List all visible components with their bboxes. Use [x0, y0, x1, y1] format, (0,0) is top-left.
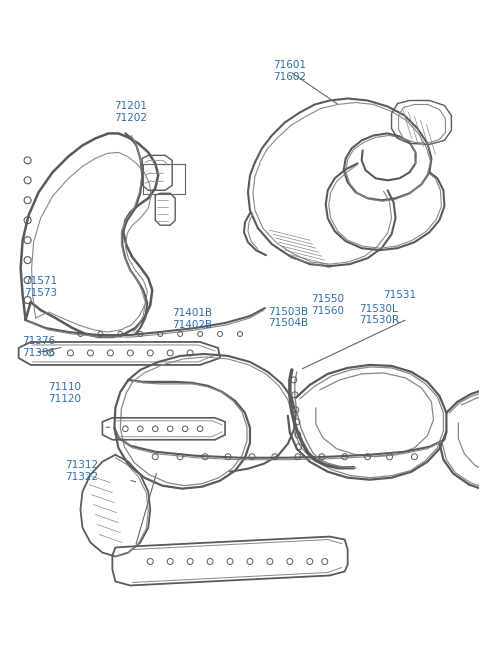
Text: 71110
71120: 71110 71120	[48, 382, 82, 403]
Text: 71401B
71402B: 71401B 71402B	[172, 309, 212, 330]
Text: 71530L
71530R: 71530L 71530R	[359, 304, 399, 326]
Text: 71531: 71531	[384, 290, 417, 300]
Text: 71376
71386: 71376 71386	[22, 336, 55, 358]
Text: 71550
71560: 71550 71560	[311, 295, 344, 316]
Text: 71601
71602: 71601 71602	[274, 60, 307, 82]
Text: 71503B
71504B: 71503B 71504B	[268, 307, 308, 329]
Text: 71312
71322: 71312 71322	[65, 460, 98, 482]
Text: 71571
71573: 71571 71573	[24, 276, 57, 298]
Text: 71201
71202: 71201 71202	[115, 101, 148, 122]
